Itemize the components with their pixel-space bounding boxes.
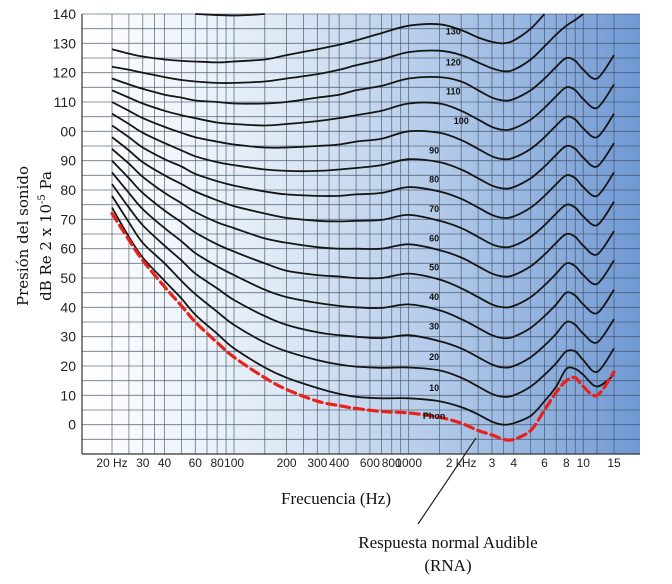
x-tick-label: 2 kHz xyxy=(446,456,477,470)
x-tick-label: 100 xyxy=(224,456,244,470)
curve-40 xyxy=(111,160,615,309)
y-tick-label: 120 xyxy=(53,65,77,81)
y-tick-label: 60 xyxy=(60,241,76,257)
curve-label-20: 20 xyxy=(429,352,439,362)
y-tick-label: 90 xyxy=(60,153,76,169)
curve-60 xyxy=(111,136,615,249)
x-axis-label: Frecuencia (Hz) xyxy=(281,489,391,508)
curve-label-Phon: Phon xyxy=(423,411,446,421)
y-tick-label: 20 xyxy=(60,358,76,374)
x-tick-label: 3 xyxy=(489,456,496,470)
curve-120 xyxy=(111,13,584,85)
x-tick-label: 6 xyxy=(541,456,548,470)
y-tick-label: 110 xyxy=(54,94,77,110)
curve-label-10: 10 xyxy=(429,383,439,393)
curve-label-100: 100 xyxy=(454,116,469,126)
y-tick-label: 130 xyxy=(53,35,77,51)
y-axis-label-line2: dB Re 2 x 10-5 Pa xyxy=(37,171,55,301)
x-tick-label: 60 xyxy=(189,456,203,470)
annotation-pointer xyxy=(417,437,477,525)
y-tick-label: 80 xyxy=(60,182,76,198)
y-ticks: 140 130 120 110 00 90 80 70 60 50 40 30 20 10 0 xyxy=(53,6,77,433)
curve-70 xyxy=(111,124,615,219)
annotation-line2: (RNA) xyxy=(424,556,471,575)
curve-140 xyxy=(195,13,265,17)
y-tick-label: 00 xyxy=(60,123,76,139)
x-tick-label: 80 xyxy=(210,456,224,470)
curve-label-40: 40 xyxy=(429,292,439,302)
rna-curve xyxy=(110,211,616,442)
x-tick-label: 15 xyxy=(607,456,621,470)
x-tick-label: 8 xyxy=(563,456,570,470)
curve-80 xyxy=(111,112,615,190)
curve-100 xyxy=(111,83,615,131)
curve-10 xyxy=(111,195,615,398)
x-tick-label: 300 xyxy=(307,456,327,470)
curve-label-120: 120 xyxy=(446,57,461,67)
x-tick-label: 600 xyxy=(360,456,380,470)
x-tick-label: 10 xyxy=(577,456,591,470)
curve-label-50: 50 xyxy=(429,263,439,273)
curve-label-130: 130 xyxy=(446,27,461,37)
loudness-curves xyxy=(111,13,615,426)
x-tick-label: 800 xyxy=(382,456,402,470)
y-tick-label: 50 xyxy=(60,270,76,286)
y-tick-label: 70 xyxy=(60,211,76,227)
curve-130 xyxy=(111,13,546,64)
curve-110 xyxy=(111,54,615,105)
curve-label-90: 90 xyxy=(429,145,439,155)
curve-label-110: 110 xyxy=(446,87,461,97)
x-tick-label: 30 xyxy=(136,456,150,470)
y-tick-label: 40 xyxy=(60,299,76,315)
y-tick-label: 10 xyxy=(60,387,76,403)
y-axis-label-line1: Presión del sonido xyxy=(14,166,32,306)
y-tick-label: 0 xyxy=(68,417,76,433)
x-tick-label: 1000 xyxy=(395,456,422,470)
curve-label-70: 70 xyxy=(429,204,439,214)
curve-50 xyxy=(111,148,615,278)
curve-30 xyxy=(111,171,615,340)
curve-20 xyxy=(111,183,615,369)
phon-labels: Phon 10 20 30 40 50 60 70 80 90 100 110 120 130 xyxy=(423,27,469,421)
x-tick-label: 40 xyxy=(158,456,172,470)
curve-label-80: 80 xyxy=(429,175,439,185)
grid xyxy=(82,13,640,455)
curve-Phon xyxy=(111,207,615,426)
y-tick-label: 30 xyxy=(60,329,76,345)
x-tick-label: 4 xyxy=(510,456,517,470)
curve-label-30: 30 xyxy=(429,321,439,331)
curve-90 xyxy=(111,101,615,161)
curve-label-60: 60 xyxy=(429,233,439,243)
x-tick-label: 20 Hz xyxy=(96,456,127,470)
x-tick-label: 400 xyxy=(329,456,349,470)
x-tick-label: 200 xyxy=(277,456,297,470)
y-tick-label: 140 xyxy=(53,6,77,22)
rna-curve-group xyxy=(110,211,616,442)
annotation-line1: Respuesta normal Audible xyxy=(358,533,537,552)
